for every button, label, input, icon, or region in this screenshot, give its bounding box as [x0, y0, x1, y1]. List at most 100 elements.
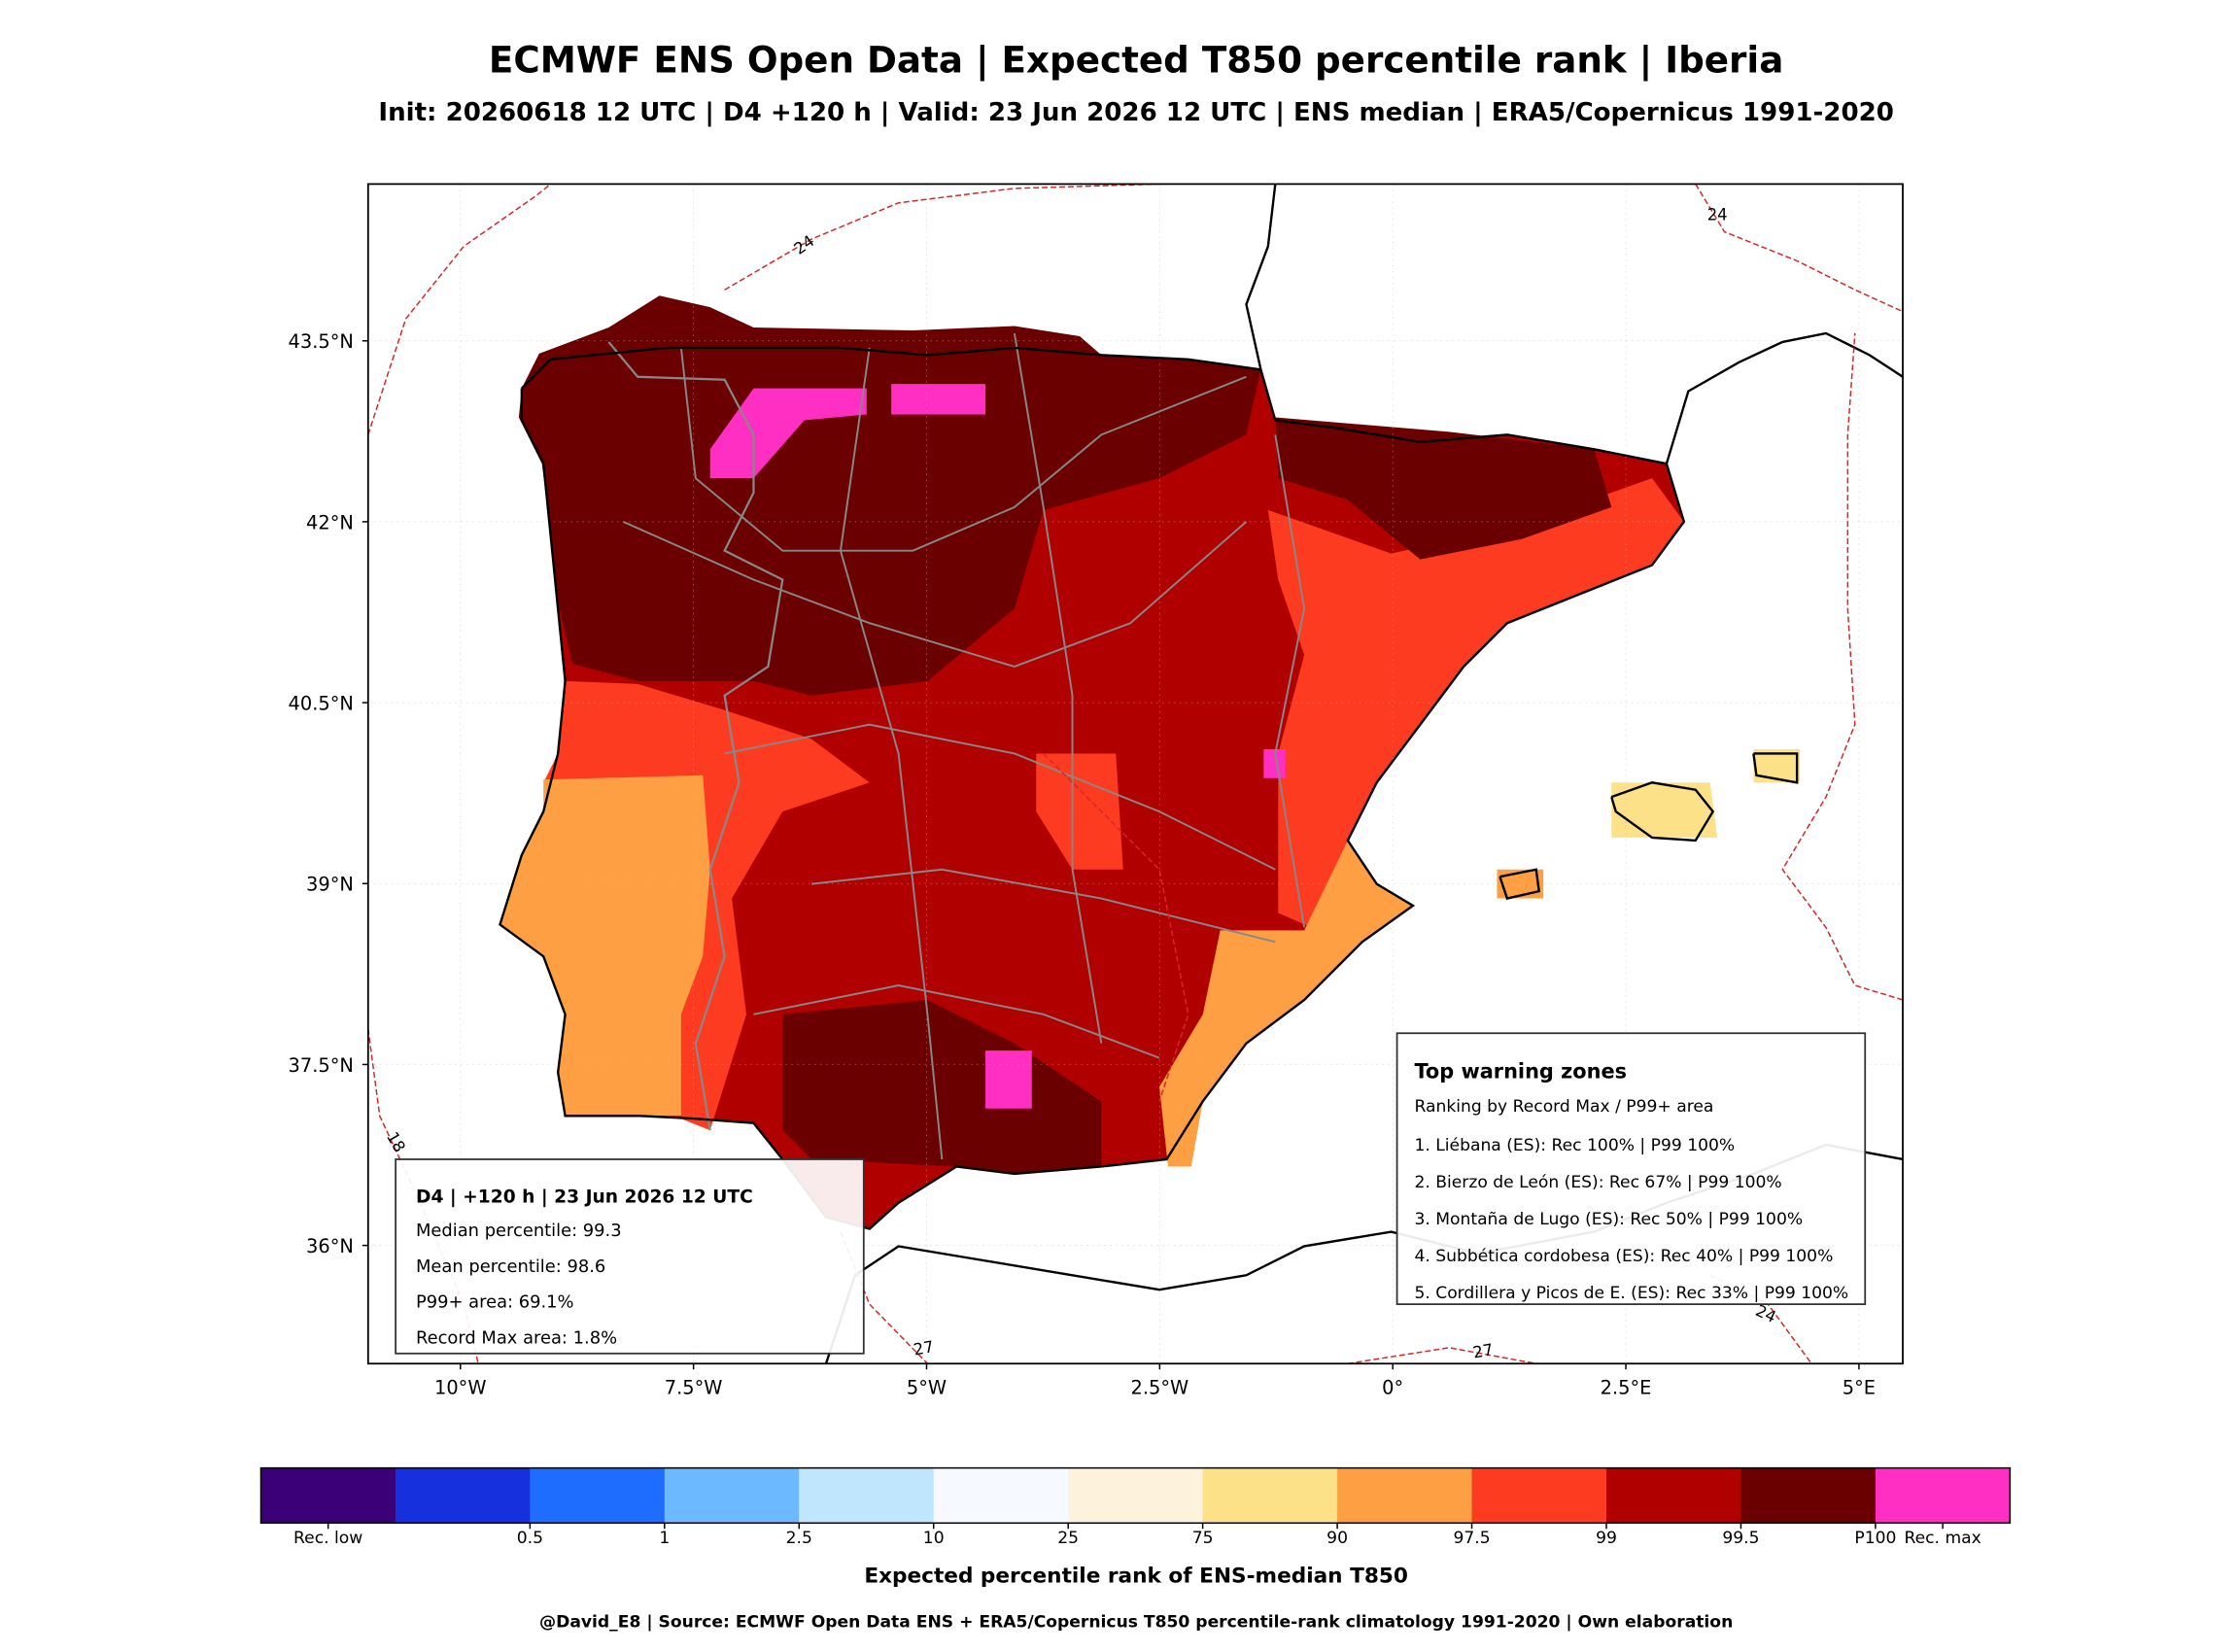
- contour-label: 24: [790, 231, 817, 258]
- colorbar-title: Expected percentile rank of ENS-median T…: [864, 1564, 1408, 1588]
- colorbar-tick-label: 75: [1192, 1529, 1214, 1548]
- country-border: [607, 341, 784, 1131]
- info-line: P99+ area: 69.1%: [416, 1292, 574, 1313]
- colorbar-tick-label: 10: [923, 1529, 945, 1548]
- coastline: [1245, 184, 1277, 370]
- island-ibiza: [1497, 869, 1544, 899]
- contour-label: 24: [1707, 206, 1728, 224]
- warning-box: [1395, 1032, 1867, 1305]
- colorbar-tick-label: 99: [1596, 1529, 1617, 1548]
- contour-line: [367, 184, 552, 435]
- warning-item: 1. Liébana (ES): Rec 100% | P99 100%: [1414, 1136, 1735, 1155]
- info-line: Mean percentile: 98.6: [416, 1256, 605, 1277]
- region-border: [839, 347, 944, 1160]
- land-p100: [518, 295, 1261, 696]
- footer: @David_E8 | Source: ECMWF Open Data ENS …: [539, 1613, 1733, 1633]
- x-tick-label: 5°E: [1843, 1377, 1876, 1399]
- land-record: [985, 1050, 1032, 1109]
- y-tick-label: 42°N: [306, 511, 354, 533]
- y-tick-label: 40.5°N: [289, 693, 354, 715]
- land-record: [709, 388, 867, 479]
- land-p90: [1159, 840, 1413, 1167]
- coastline: [499, 346, 1686, 1230]
- region-border: [622, 520, 1248, 668]
- land-record: [1263, 748, 1286, 778]
- colorbar-frame: [259, 1466, 2012, 1525]
- island-mallorca: [1611, 782, 1718, 838]
- x-tick-label: 0°: [1382, 1377, 1403, 1399]
- colorbar-tick-label: 0.5: [517, 1529, 543, 1548]
- contour-label: 27: [1471, 1340, 1495, 1361]
- region-border: [724, 723, 1276, 871]
- region-border: [811, 868, 1276, 944]
- x-tick-label: 2.5°E: [1601, 1377, 1652, 1399]
- warning-item: 4. Subbética cordobesa (ES): Rec 40% | P…: [1414, 1247, 1833, 1266]
- colorbar-swatch: [664, 1467, 801, 1524]
- colorbar-swatch: [1068, 1467, 1204, 1524]
- warning-subtitle: Ranking by Record Max / P99+ area: [1414, 1097, 1713, 1117]
- y-tick-label: 36°N: [306, 1235, 354, 1257]
- colorbar-swatch: [1740, 1467, 1877, 1524]
- x-tick-label: 7.5°W: [665, 1377, 723, 1399]
- colorbar-swatch: [530, 1467, 666, 1524]
- overlay: 10°W 7.5°W 5°W 2.5°W 0° 2.5°E 5°E 36°N 37.5°N 39°…: [289, 330, 1876, 1398]
- colorbar-swatch: [1875, 1467, 2012, 1524]
- x-tick-label: 2.5°W: [1131, 1377, 1189, 1399]
- land-p100: [1275, 417, 1612, 560]
- colorbar-tick-label: 25: [1057, 1529, 1079, 1548]
- island-menorca: [1753, 748, 1801, 783]
- contour-line: [724, 184, 1160, 291]
- colorbar-tick-label: 2.5: [786, 1529, 812, 1548]
- colorbar-tick-label: 1: [659, 1529, 670, 1548]
- y-tick-label: 43.5°N: [289, 330, 354, 353]
- contour-line: [1695, 184, 1904, 313]
- warning-title: Top warning zones: [1414, 1059, 1627, 1083]
- region-border: [1013, 332, 1103, 1044]
- contour-line: [1043, 752, 1189, 1102]
- colorbar-tick-label: 97.5: [1453, 1529, 1490, 1548]
- colorbar-swatch: [933, 1467, 1069, 1524]
- y-tick-label: 39°N: [306, 874, 354, 896]
- coastline: [1610, 781, 1715, 843]
- title: ECMWF ENS Open Data | Expected T850 perc…: [489, 39, 1783, 83]
- warning-item: 2. Bierzo de León (ES): Rec 67% | P99 10…: [1414, 1173, 1781, 1192]
- land-p90: [499, 774, 710, 1117]
- colorbar-swatch: [395, 1467, 532, 1524]
- contour-label: 27: [913, 1337, 936, 1359]
- land-p975: [1267, 478, 1684, 928]
- contour-line: [840, 1231, 928, 1364]
- colorbar-swatch: [1471, 1467, 1607, 1524]
- x-tick-label: 5°W: [907, 1377, 947, 1399]
- colorbar-tick-label: Rec. low: [293, 1529, 362, 1548]
- coastline: [1665, 331, 1904, 465]
- land-p975: [1036, 753, 1123, 870]
- land-record: [891, 384, 986, 415]
- colorbar-tick-label: 99.5: [1722, 1529, 1759, 1548]
- colorbar-tick-label: Rec. max: [1904, 1529, 1981, 1548]
- contour-label: 18: [383, 1129, 409, 1156]
- region-border: [679, 347, 1247, 552]
- land-p975: [543, 680, 870, 1131]
- colorbar-tick-label: 90: [1326, 1529, 1348, 1548]
- colorbar-swatch: [260, 1467, 396, 1524]
- contour-line: [1781, 332, 1904, 1001]
- warning-item: 5. Cordillera y Picos de E. (ES): Rec 33…: [1414, 1284, 1848, 1303]
- warning-item: 3. Montaña de Lugo (ES): Rec 50% | P99 1…: [1414, 1210, 1803, 1229]
- colorbar-tick-label: P100: [1854, 1529, 1896, 1548]
- colorbar-swatch: [799, 1467, 935, 1524]
- colorbar-swatch: [1605, 1467, 1742, 1524]
- region-border: [1274, 434, 1306, 928]
- subtitle: Init: 20260618 12 UTC | D4 +120 h | Vali…: [378, 98, 1894, 127]
- info-title: D4 | +120 h | 23 Jun 2026 12 UTC: [416, 1187, 753, 1208]
- y-tick-label: 37.5°N: [289, 1054, 354, 1077]
- x-tick-label: 10°W: [434, 1377, 487, 1399]
- region-border: [753, 984, 1160, 1059]
- colorbar-swatch: [1337, 1467, 1473, 1524]
- info-line: Record Max area: 1.8%: [416, 1328, 617, 1349]
- land-p100: [782, 999, 1102, 1174]
- map-frame: [366, 183, 1904, 1365]
